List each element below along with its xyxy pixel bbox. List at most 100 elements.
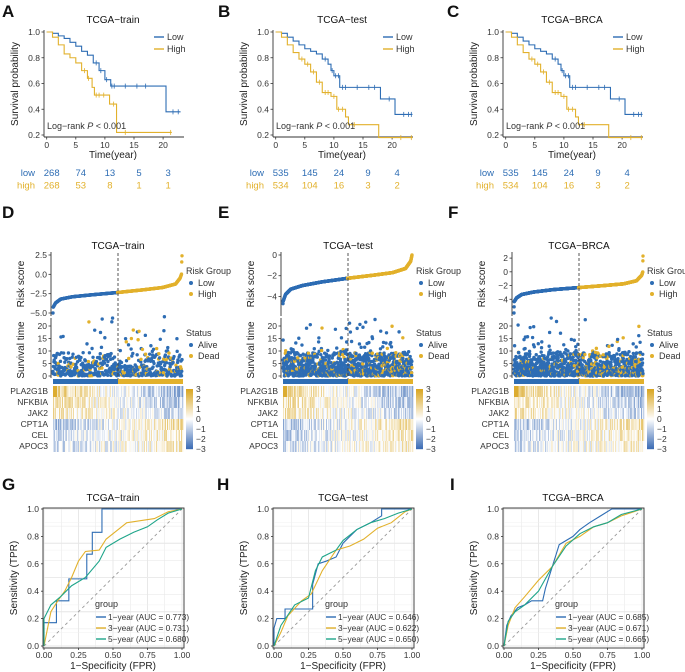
chart-title: TCGA−train xyxy=(91,241,144,252)
alive-point xyxy=(389,345,394,349)
colorbar-tick-label: 3 xyxy=(196,384,201,394)
x-tick-label: 10 xyxy=(559,140,569,150)
risk-table-value: 13 xyxy=(105,168,116,179)
y-tick-label: 0 xyxy=(42,371,47,381)
km-curve-high xyxy=(505,31,643,139)
y-tick-label: 0.2 xyxy=(28,130,40,140)
colorbar-tick-label: −1 xyxy=(196,424,206,434)
risk-table-row-label: high xyxy=(246,181,264,192)
alive-point xyxy=(158,362,163,366)
alive-point xyxy=(355,326,359,331)
dead-point xyxy=(137,329,141,334)
dead-point xyxy=(167,351,171,355)
gene-label: APOC3 xyxy=(19,441,48,451)
alive-point xyxy=(175,349,179,354)
dead-point xyxy=(140,347,145,352)
dead-point xyxy=(69,365,73,369)
alive-point xyxy=(149,344,153,348)
gene-label: CPT1A xyxy=(21,419,49,429)
alive-point xyxy=(74,362,78,366)
km-curve-high xyxy=(46,31,172,133)
alive-point xyxy=(109,351,113,356)
alive-point xyxy=(126,343,131,347)
alive-point xyxy=(357,342,362,346)
alive-point xyxy=(102,361,107,365)
alive-point xyxy=(354,351,358,356)
alive-point xyxy=(158,337,162,341)
gene-label: NFKBIA xyxy=(17,397,48,407)
annotation-part: Log−rank xyxy=(47,121,87,131)
x-tick-label: 5 xyxy=(302,140,307,150)
colorbar-segment xyxy=(186,448,193,450)
risk-table-value: 535 xyxy=(503,168,519,179)
risk-score-axis-label: Risk score xyxy=(246,260,257,307)
risk-table-value: 534 xyxy=(503,181,519,192)
risk-score-point xyxy=(179,272,184,276)
chart-title: TCGA−test xyxy=(323,241,373,252)
risk-table-row-label: high xyxy=(17,181,35,192)
alive-point xyxy=(63,360,67,364)
alive-point xyxy=(103,336,107,340)
alive-point xyxy=(71,352,75,356)
alive-point xyxy=(128,369,132,374)
y-tick-label: 15 xyxy=(268,334,278,344)
alive-point xyxy=(74,365,79,370)
colorbar-tick-label: −2 xyxy=(196,434,206,444)
y-axis-label: Survival probability xyxy=(10,42,21,126)
heatmap-cell xyxy=(182,430,184,441)
y-tick-label: 0 xyxy=(272,250,277,260)
dead-point xyxy=(127,356,131,361)
alive-point xyxy=(70,355,74,359)
y-tick-label: 10 xyxy=(268,346,278,356)
group-bar-low xyxy=(283,379,348,384)
alive-point xyxy=(91,364,95,369)
alive-point xyxy=(87,351,92,355)
y-tick-label: 0.4 xyxy=(487,104,499,114)
x-tick-label: 5 xyxy=(532,140,537,150)
y-tick-label: 0.2 xyxy=(487,130,499,140)
alive-point xyxy=(162,363,167,368)
alive-point xyxy=(90,346,94,351)
alive-point xyxy=(384,341,388,345)
alive-point xyxy=(61,334,65,339)
alive-point xyxy=(294,341,298,345)
alive-point xyxy=(381,345,385,349)
risk-table-value: 145 xyxy=(532,168,548,179)
alive-point xyxy=(98,330,103,335)
dead-point xyxy=(385,346,390,351)
legend-label: Low xyxy=(626,32,643,42)
dead-point xyxy=(401,336,405,340)
colorbar-tick-label: −3 xyxy=(196,444,206,454)
alive-point xyxy=(397,330,401,334)
gene-label: CEL xyxy=(31,430,48,440)
x-tick-label: 0 xyxy=(273,140,278,150)
km-curve-low xyxy=(46,31,181,113)
alive-point xyxy=(297,336,301,340)
km-curve-high xyxy=(275,31,413,139)
colorbar-tick-label: 2 xyxy=(196,394,201,404)
annotation-part: < 0.001 xyxy=(93,121,126,131)
legend-label: Alive xyxy=(198,340,218,350)
y-tick-label: 0.6 xyxy=(257,79,269,89)
x-tick-label: 0 xyxy=(44,140,49,150)
alive-point xyxy=(410,373,414,378)
colorbar-tick-label: 1 xyxy=(196,404,201,414)
panel-letter-G: G xyxy=(2,475,15,494)
alive-point xyxy=(78,358,82,362)
x-axis-label: Time(year) xyxy=(548,150,596,161)
y-tick-label: 0.8 xyxy=(257,53,269,63)
alive-point xyxy=(124,359,129,363)
risk-table-value: 9 xyxy=(365,168,370,179)
risk-score-point xyxy=(180,254,184,258)
alive-point xyxy=(93,368,98,372)
alive-point xyxy=(308,322,312,327)
alive-point xyxy=(118,348,122,353)
risk-table-value: 145 xyxy=(302,168,318,179)
y-tick-label: 0.8 xyxy=(487,53,499,63)
legend-label: High xyxy=(198,289,217,299)
dead-point xyxy=(100,366,104,370)
alive-point xyxy=(162,315,167,319)
y-axis-label: Survival probability xyxy=(469,42,480,126)
alive-point xyxy=(351,354,355,359)
